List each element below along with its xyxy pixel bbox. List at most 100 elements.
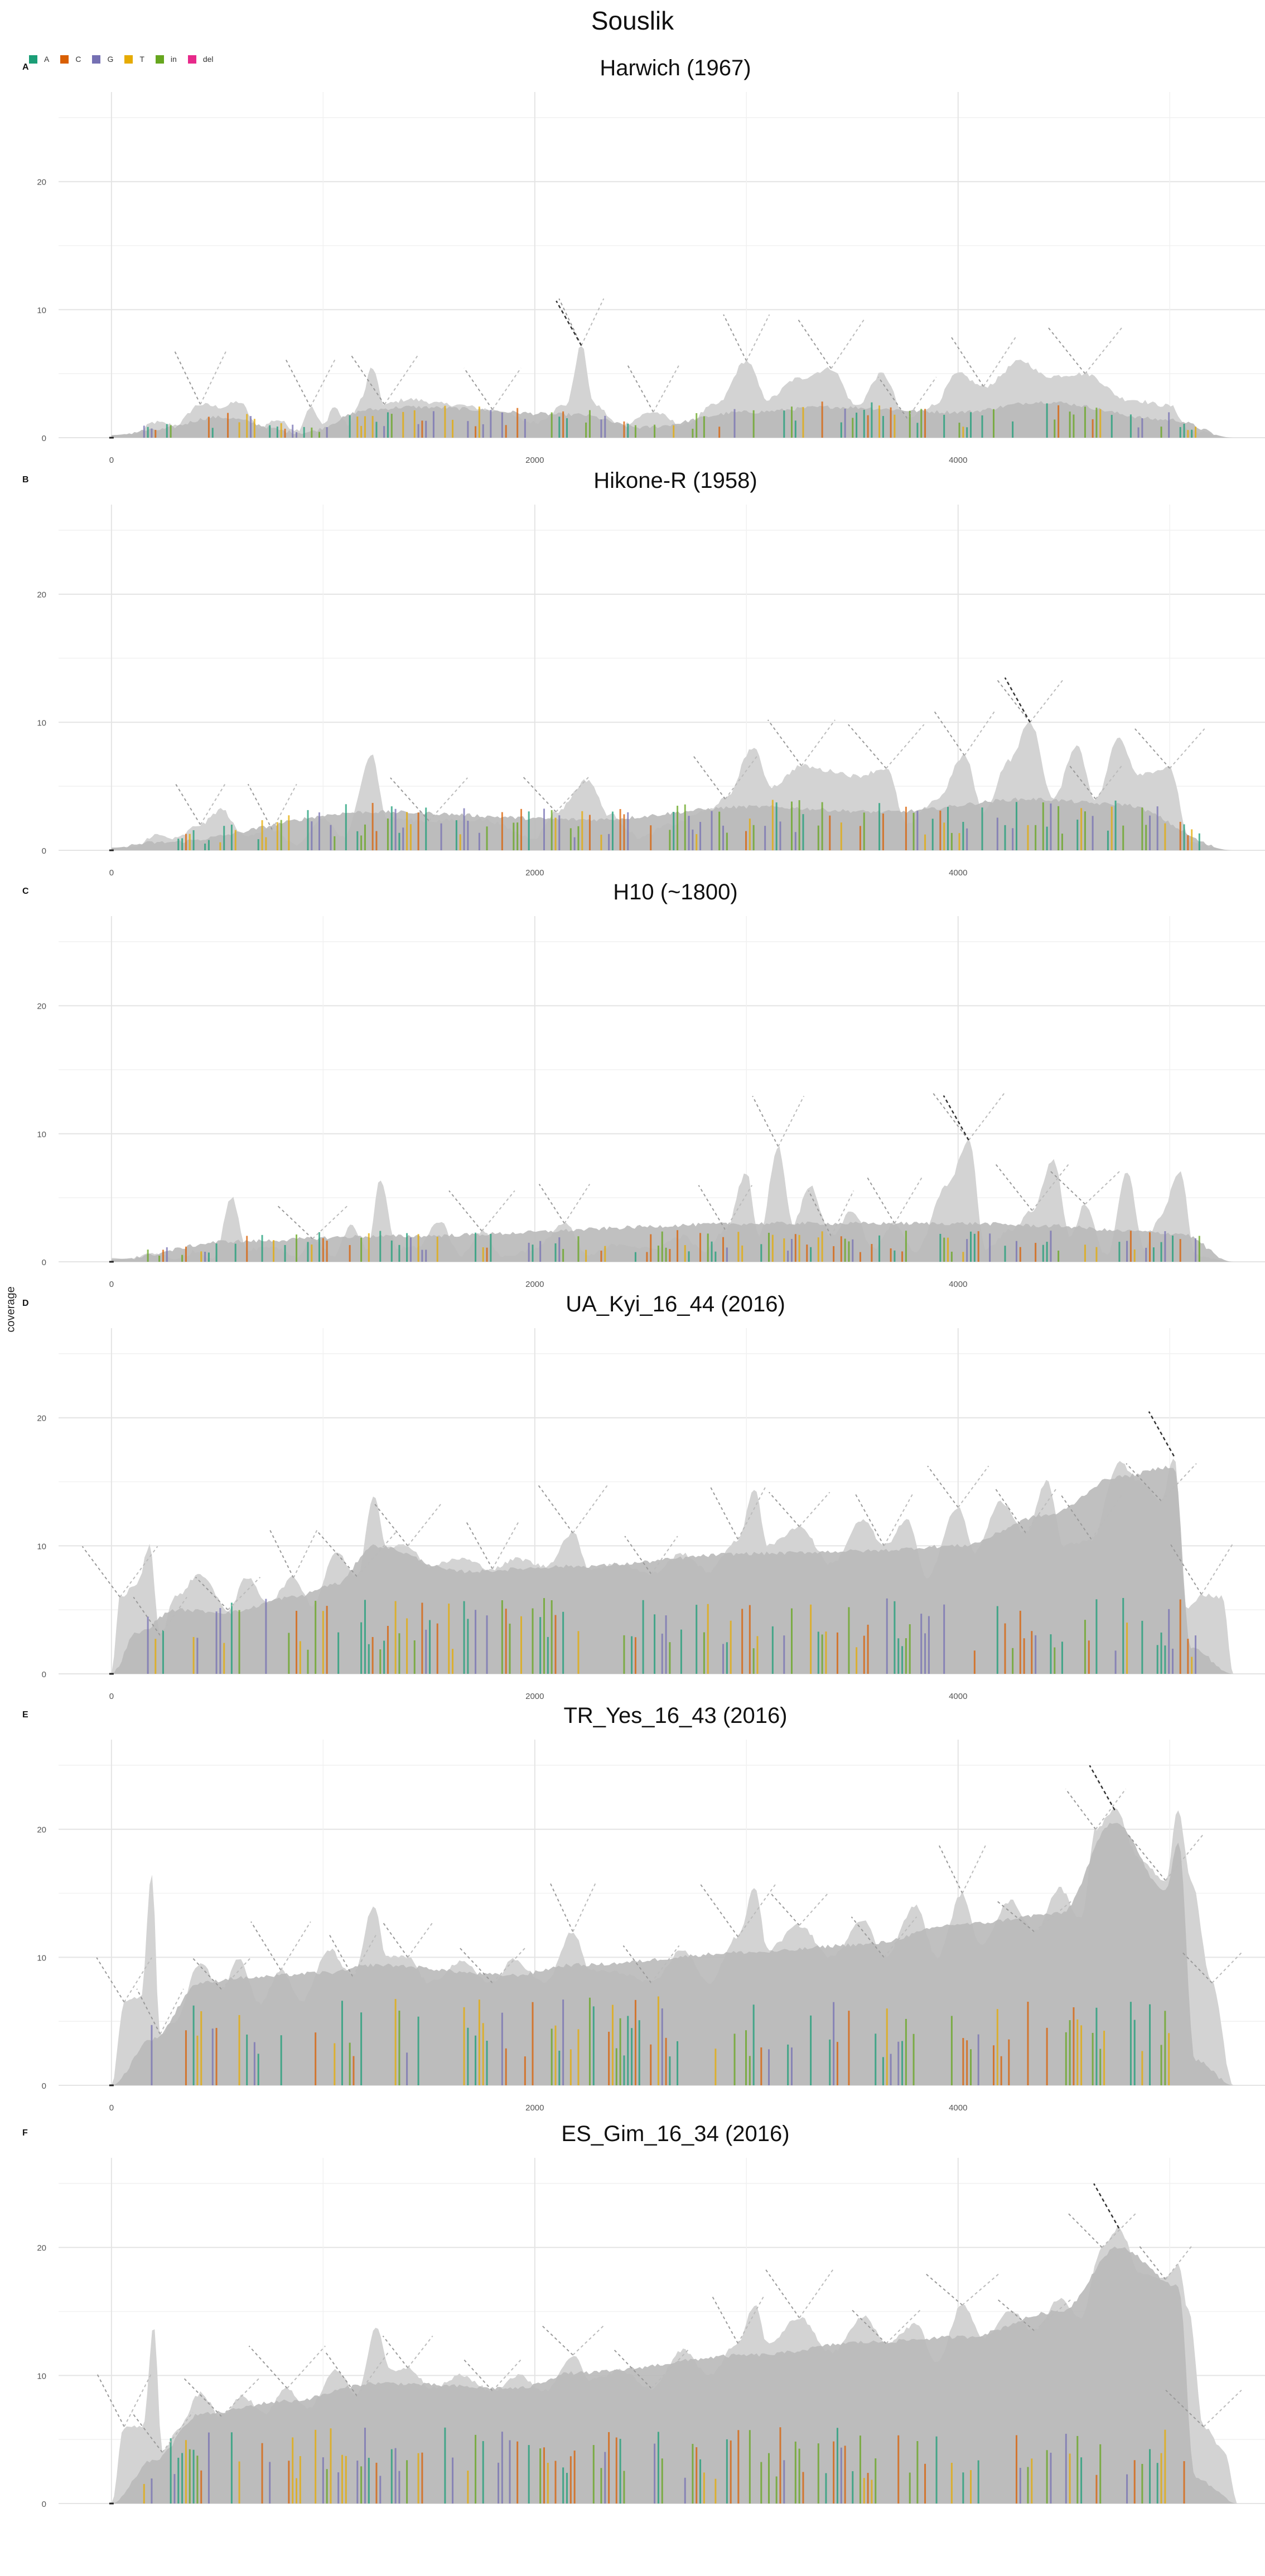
variant-bar <box>600 1250 602 1262</box>
variant-bar <box>920 1614 923 1674</box>
variant-bar <box>299 2456 301 2504</box>
variant-bar <box>634 1999 636 2085</box>
variant-bar <box>406 1618 408 1674</box>
variant-bar <box>558 815 561 850</box>
indicator-line <box>996 1900 1035 1933</box>
variant-bar <box>939 810 941 850</box>
variant-bar <box>928 1616 930 1674</box>
variant-bar <box>707 1604 709 1674</box>
variant-bar <box>654 424 656 438</box>
x-tick-label: 2000 <box>525 456 544 465</box>
variant-bar <box>924 409 926 438</box>
variant-bar <box>292 424 294 438</box>
x-tick-label: 4000 <box>949 868 967 878</box>
indicator-line <box>1165 1834 1204 1881</box>
variant-bar <box>334 836 336 850</box>
variant-bar <box>185 2030 187 2085</box>
variant-bar <box>1111 806 1113 850</box>
variant-bar <box>1195 427 1197 438</box>
variant-bar <box>1137 427 1140 438</box>
variant-bar <box>1084 1245 1086 1262</box>
variant-bar <box>554 1615 557 1674</box>
variant-bar <box>143 2483 145 2504</box>
variant-bar <box>379 1649 382 1674</box>
variant-bar <box>749 819 751 850</box>
variant-bar <box>867 2473 869 2504</box>
legend-swatch-g <box>92 55 101 64</box>
variant-bar <box>181 2453 184 2504</box>
variant-bar <box>661 2008 663 2085</box>
variant-bar <box>413 1640 416 1674</box>
variant-bar <box>177 2457 180 2504</box>
variant-bar <box>223 1643 225 1674</box>
coverage-area-mapped <box>111 1221 1234 1262</box>
indicator-line <box>737 1486 766 1540</box>
variant-bar <box>501 412 503 438</box>
variant-bar <box>1092 419 1094 438</box>
indicator-line <box>692 754 726 800</box>
y-tick-label: 0 <box>42 2500 46 2509</box>
variant-bar <box>299 1641 301 1674</box>
variant-bar <box>962 2472 964 2504</box>
variant-bar <box>230 824 233 850</box>
variant-bar <box>825 2473 827 2504</box>
variant-bar <box>520 808 523 850</box>
variant-bar <box>1111 415 1113 438</box>
variant-bar <box>1069 2453 1071 2504</box>
variant-bar <box>688 816 690 850</box>
variant-bar <box>261 820 263 850</box>
x-tick-label: 4000 <box>949 2103 967 2113</box>
variant-bar <box>315 2429 317 2504</box>
variant-bar <box>1179 1599 1181 1674</box>
variant-bar <box>848 1241 850 1262</box>
variant-bar <box>836 2042 838 2085</box>
variant-bar <box>1149 2449 1151 2504</box>
variant-bar <box>718 811 721 850</box>
variant-bar <box>943 415 945 438</box>
variant-bar <box>992 2045 994 2085</box>
indicator-line <box>994 1163 1033 1211</box>
variant-bar <box>261 1234 263 1262</box>
variant-bar <box>1129 2002 1132 2085</box>
variant-bar <box>611 811 614 850</box>
variant-bar <box>406 812 408 850</box>
variant-bar <box>1058 405 1060 438</box>
variant-bar <box>745 831 747 850</box>
variant-bar <box>1191 829 1193 850</box>
variant-bar <box>1168 412 1170 438</box>
variant-bar <box>1095 2475 1098 2504</box>
variant-bar <box>726 2439 728 2504</box>
variant-bar <box>1118 1242 1121 1262</box>
variant-bar <box>600 834 602 850</box>
variant-bar <box>783 1635 785 1674</box>
panel-title: ES_Gim_16_34 (2016) <box>561 2122 789 2146</box>
variant-bar <box>745 2030 747 2085</box>
variant-bar <box>436 1237 438 1262</box>
variant-bar <box>901 1251 904 1262</box>
indicator-line <box>310 358 336 408</box>
variant-bar <box>783 1238 785 1262</box>
variant-bar <box>726 1247 728 1262</box>
variant-bar <box>790 2047 793 2085</box>
variant-bar <box>859 826 861 850</box>
indicator-line <box>1211 1951 1243 1983</box>
indicator-line <box>962 1845 986 1894</box>
variant-bar <box>543 808 545 850</box>
variant-bar <box>482 2023 484 2085</box>
variant-bar <box>1080 2025 1083 2085</box>
variant-bar <box>181 1255 184 1262</box>
indicator-line <box>894 1175 924 1224</box>
variant-bar <box>337 2472 340 2504</box>
variant-bar <box>1160 2045 1162 2085</box>
variant-bar <box>604 2452 606 2504</box>
variant-bar <box>867 1624 869 1674</box>
variant-bar <box>802 2472 804 2504</box>
indicator-line <box>1095 764 1123 800</box>
variant-bar <box>631 2028 633 2085</box>
variant-bar <box>1000 2056 1002 2085</box>
variant-bar <box>528 811 530 850</box>
indicator-line <box>1067 2212 1103 2248</box>
variant-bar <box>558 2050 561 2085</box>
variant-bar <box>334 2043 336 2085</box>
panel-tag: D <box>22 1299 29 1308</box>
